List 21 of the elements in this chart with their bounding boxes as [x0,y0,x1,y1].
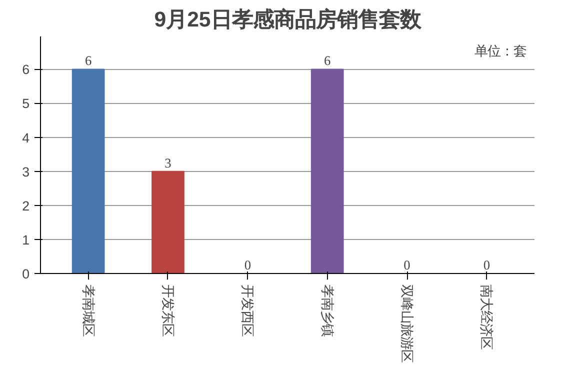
data-label: 6 [84,53,92,68]
y-tick-label: 1 [22,232,30,248]
text: 单位：套 [474,43,527,58]
y-tick-label: 3 [22,164,30,180]
data-label: 0 [404,258,411,272]
x-tick-label: 孝南乡镇 [320,284,335,336]
x-tick-label: 南大经济区 [479,284,494,350]
y-tick-label: 4 [22,130,30,146]
y-tick-label: 2 [22,198,30,214]
chart-title: 9月25日孝感商品房销售套数 [154,8,422,32]
y-tick-label: 0 [22,266,30,282]
data-label: 3 [164,155,172,170]
y-tick-label: 6 [22,62,30,78]
data-label: 0 [483,258,490,272]
y-tick-label: 5 [22,96,30,112]
data-label: 0 [244,258,252,272]
data-label: 6 [324,53,332,68]
x-tick-label: 孝南城区 [80,284,96,336]
x-tick-label: 双峰山旅游区 [400,284,415,362]
x-tick-label: 开发西区 [240,284,256,336]
x-tick-label: 开发东区 [160,284,176,336]
